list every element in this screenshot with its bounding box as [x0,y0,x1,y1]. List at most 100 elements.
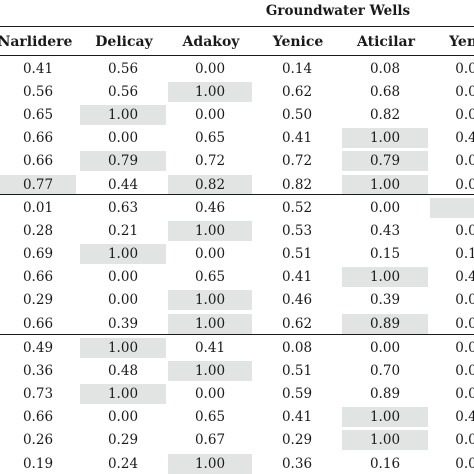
section-divider-rule [0,334,474,335]
column-header-delicay: Delicay [95,34,153,50]
table-cell-aticilar: 0.15 [369,245,401,262]
table-cell-yenic: 0.0 [455,385,474,402]
table-cell-delicay: 0.48 [107,362,139,379]
table-row: 0.65 1.00 0.00 0.50 0.82 0.0 [0,103,474,126]
table-cell-adakoy: 0.67 [194,432,226,449]
table-cell-delicay: 1.00 [80,337,166,358]
table-row: 0.66 0.00 0.65 0.41 1.00 0.4 [0,127,474,150]
section-divider-rule [0,194,474,195]
table-cell-delicay: 0.56 [107,60,139,77]
table-cell-aticilar: 1.00 [342,430,428,451]
table-cell-aticilar: 0.16 [369,455,401,472]
table-cell-yenice: 0.29 [281,432,313,449]
table-cell-adakoy: 0.82 [168,174,252,195]
table-cell-adakoy: 1.00 [168,220,252,241]
table-cell-delicay: 0.21 [107,222,139,239]
table-cell-adakoy: 1.00 [168,290,252,311]
table-cell-narlidere: 0.69 [22,245,54,262]
table-row: 0.66 0.00 0.65 0.41 1.00 0.4 [0,406,474,429]
table-cell-yenice: 0.82 [281,176,313,193]
group-header-rule [0,26,474,27]
table-cell-adakoy: 0.00 [194,245,226,262]
table-cell-yenice: 0.36 [281,455,313,472]
table-cell-yenice: 0.52 [281,199,313,216]
table-cell-aticilar: 0.00 [369,199,401,216]
column-header-row: Narlidere Delicay Adakoy Yenice Aticilar… [0,30,474,54]
column-header-yenice: Yenice [272,34,324,50]
table-cell-delicay: 0.39 [107,315,139,332]
table-cell-delicay: 0.79 [80,151,166,172]
table-cell-delicay: 0.29 [107,432,139,449]
table-cell-yenic: 0.0 [455,432,474,449]
table-cell-yenic: 0.0 [455,292,474,309]
table-cell-aticilar: 1.00 [342,267,428,288]
table-cell-aticilar: 0.79 [342,151,428,172]
table-row: 0.66 0.79 0.72 0.72 0.79 0.0 [0,150,474,173]
table-cell-narlidere: 0.29 [22,292,54,309]
table-cell-yenice: 0.41 [281,130,313,147]
column-header-narlidere: Narlidere [0,34,73,50]
table-cell-yenic: 0.0 [455,362,474,379]
table-cell-yenic [430,197,474,218]
table-cell-aticilar: 0.00 [369,339,401,356]
table-cell-delicay: 0.63 [107,199,139,216]
table-row: 0.49 1.00 0.41 0.08 0.00 0.0 [0,336,474,359]
table-cell-yenice: 0.51 [281,362,313,379]
table-cell-narlidere: 0.49 [22,339,54,356]
table-cell-adakoy: 1.00 [168,453,252,474]
table-cell-narlidere: 0.41 [22,60,54,77]
table-cell-narlidere: 0.73 [22,385,54,402]
table-cell-narlidere: 0.36 [22,362,54,379]
table-cell-adakoy: 0.41 [194,339,226,356]
table-cell-delicay: 0.44 [107,176,139,193]
table-cell-delicay: 1.00 [80,383,166,404]
table-cell-adakoy: 0.00 [194,385,226,402]
table-cell-yenic: 0.0 [455,83,474,100]
table-cell-aticilar: 0.08 [369,60,401,77]
table-row: 0.19 0.24 1.00 0.36 0.16 0.0 [0,452,474,474]
table-cell-adakoy: 1.00 [168,81,252,102]
table-cell-yenic: 0.0 [455,222,474,239]
table-cell-aticilar: 0.39 [369,292,401,309]
column-header-adakoy: Adakoy [182,34,240,50]
table-cell-yenice: 0.14 [281,60,313,77]
table-cell-narlidere: 0.65 [22,106,54,123]
table-cell-yenic: 0.0 [455,315,474,332]
table-row: 0.41 0.56 0.00 0.14 0.08 0.0 [0,57,474,80]
table-cell-yenice: 0.62 [281,83,313,100]
table-cell-yenic: 0.0 [455,60,474,77]
table-cell-narlidere: 0.56 [22,83,54,100]
table-cell-narlidere: 0.66 [22,269,54,286]
table-cell-narlidere: 0.66 [22,409,54,426]
table-cell-yenice: 0.59 [281,385,313,402]
table-cell-yenic: 0.4 [455,130,474,147]
table-cell-yenice: 0.53 [281,222,313,239]
column-header-aticilar: Aticilar [356,34,415,50]
table-cell-adakoy: 1.00 [168,313,252,334]
table-cell-adakoy: 0.65 [194,269,226,286]
table-cell-delicay: 0.56 [107,83,139,100]
table-cell-yenice: 0.51 [281,245,313,262]
table-cell-delicay: 1.00 [80,104,166,125]
table-row: 0.29 0.00 1.00 0.46 0.39 0.0 [0,289,474,312]
table-cell-delicay: 0.00 [107,292,139,309]
table-cell-yenice: 0.50 [281,106,313,123]
table-cell-narlidere: 0.28 [22,222,54,239]
table-cell-narlidere: 0.01 [22,199,54,216]
table-row: 0.66 0.39 1.00 0.62 0.89 0.0 [0,312,474,335]
table-row: 0.77 0.44 0.82 0.82 1.00 0.0 [0,173,474,196]
table-cell-aticilar: 1.00 [342,128,428,149]
table-cell-yenice: 0.41 [281,269,313,286]
table-cell-adakoy: 0.00 [194,106,226,123]
table-row: 0.66 0.00 0.65 0.41 1.00 0.4 [0,266,474,289]
table-cell-adakoy: 0.00 [194,60,226,77]
table-cell-aticilar: 0.43 [369,222,401,239]
table-row: 0.01 0.63 0.46 0.52 0.00 [0,196,474,219]
table-cell-yenic: 0.4 [455,409,474,426]
table-cell-adakoy: 0.65 [194,409,226,426]
table-cell-adakoy: 0.65 [194,130,226,147]
group-header-groundwater-wells: Groundwater Wells [265,3,411,19]
table-cell-adakoy: 0.46 [194,199,226,216]
table-row: 0.26 0.29 0.67 0.29 1.00 0.0 [0,429,474,452]
